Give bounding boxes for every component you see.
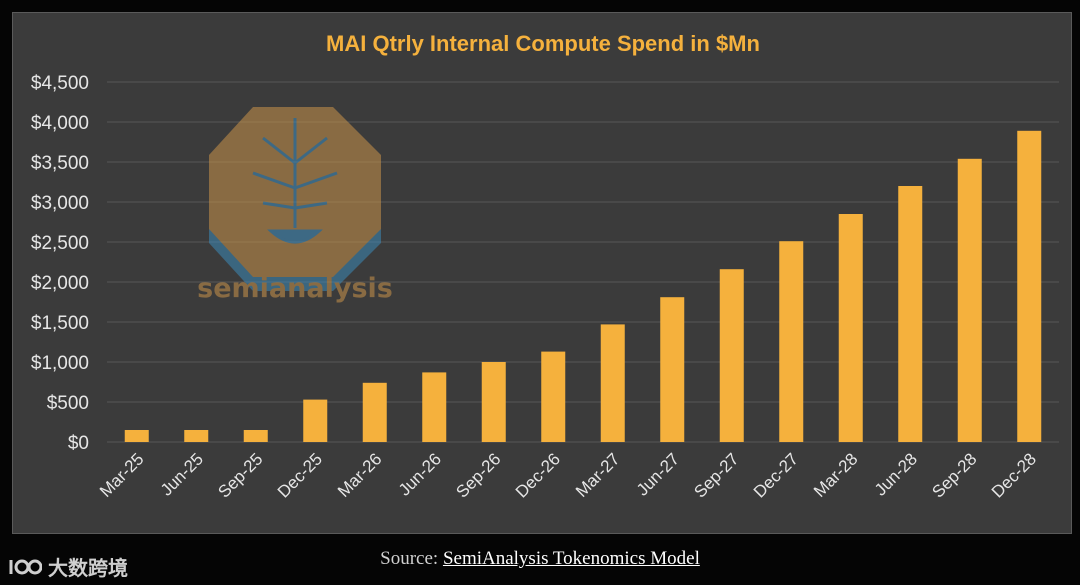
x-tick-label: Sep-27 <box>690 449 742 501</box>
x-tick-label: Dec-28 <box>988 449 1040 501</box>
bar <box>362 382 387 442</box>
bar <box>184 430 209 442</box>
y-tick-label: $3,500 <box>31 153 89 174</box>
x-tick-label: Jun-27 <box>633 449 683 499</box>
x-tick-label: Mar-27 <box>572 449 624 501</box>
watermark-tree-icon <box>252 118 338 244</box>
chart-panel: MAI Qtrly Internal Compute Spend in $Mn … <box>12 12 1072 534</box>
x-tick-label: Jun-25 <box>157 449 207 499</box>
y-tick-label: $3,000 <box>31 193 89 214</box>
bars <box>124 130 1042 443</box>
watermark-text: semianalysis <box>197 273 393 304</box>
brand-text: 大数跨境 <box>48 556 128 580</box>
bar <box>838 214 863 442</box>
x-tick-label: Mar-26 <box>334 449 386 501</box>
y-tick-label: $4,500 <box>31 73 89 94</box>
x-axis-tick-labels: Mar-25 Jun-25 Sep-25 Dec-25 Mar-26 Jun-26 Sep-… <box>96 449 1040 501</box>
y-tick-label: $2,500 <box>31 233 89 254</box>
semianalysis-watermark: semianalysis <box>197 107 393 304</box>
y-axis-tick-labels: $0 $500 $1,000 $1,500 $2,000 $2,500 $3,000 $3,5… <box>31 73 89 454</box>
bar <box>541 351 566 442</box>
chart-title: MAI Qtrly Internal Compute Spend in $Mn <box>326 31 760 56</box>
bar <box>779 241 804 442</box>
brand-mark: 大数跨境 <box>8 552 128 581</box>
bar <box>243 430 268 442</box>
bar <box>600 324 625 442</box>
brand-logo-icon <box>9 559 42 574</box>
source-line: Source: SemiAnalysis Tokenomics Model <box>0 548 1080 570</box>
y-tick-label: $0 <box>68 433 89 454</box>
source-prefix: Source: <box>380 548 443 569</box>
bar <box>957 158 982 443</box>
bar <box>303 399 328 442</box>
bar-chart: MAI Qtrly Internal Compute Spend in $Mn … <box>31 31 1059 502</box>
bar <box>1017 130 1042 443</box>
x-tick-label: Dec-26 <box>512 449 564 501</box>
x-tick-label: Dec-25 <box>274 449 326 501</box>
y-tick-label: $500 <box>47 393 89 414</box>
x-tick-label: Sep-28 <box>928 449 980 501</box>
bar <box>660 297 685 442</box>
source-link[interactable]: SemiAnalysis Tokenomics Model <box>442 548 700 569</box>
bar <box>898 186 923 442</box>
bar <box>481 362 506 442</box>
x-tick-label: Mar-28 <box>810 449 862 501</box>
bar <box>124 430 149 442</box>
footer: 大数跨境 Source: SemiAnalysis Tokenomics Mod… <box>0 536 1080 585</box>
x-tick-label: Sep-25 <box>214 449 266 501</box>
x-tick-label: Sep-26 <box>452 449 504 501</box>
x-tick-label: Jun-26 <box>395 449 445 499</box>
bar <box>719 269 744 442</box>
x-tick-label: Jun-28 <box>871 449 921 499</box>
y-tick-label: $1,500 <box>31 313 89 334</box>
x-tick-label: Dec-27 <box>750 449 802 501</box>
x-tick-label: Mar-25 <box>96 449 148 501</box>
y-tick-label: $4,000 <box>31 113 89 134</box>
y-tick-label: $1,000 <box>31 353 89 374</box>
bar <box>422 372 447 442</box>
y-tick-label: $2,000 <box>31 273 89 294</box>
